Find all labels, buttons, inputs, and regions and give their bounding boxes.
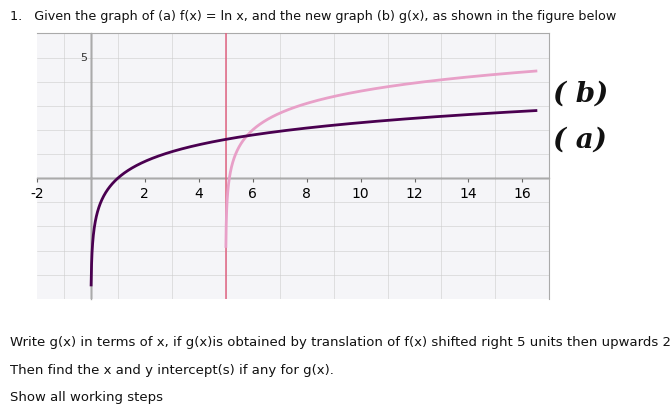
Text: ( b): ( b) — [553, 81, 608, 107]
Text: ( a): ( a) — [553, 127, 606, 153]
Text: 1.   Given the graph of (a) f(x) = ln x, and the new graph (b) g(x), as shown in: 1. Given the graph of (a) f(x) = ln x, a… — [10, 10, 616, 23]
Text: Then find the x and y intercept(s) if any for g(x).: Then find the x and y intercept(s) if an… — [10, 364, 334, 377]
Text: Write g(x) in terms of x, if g(x)is obtained by translation of f(x) shifted righ: Write g(x) in terms of x, if g(x)is obta… — [10, 336, 670, 349]
Text: Show all working steps: Show all working steps — [10, 391, 163, 404]
Text: 5: 5 — [80, 53, 86, 63]
